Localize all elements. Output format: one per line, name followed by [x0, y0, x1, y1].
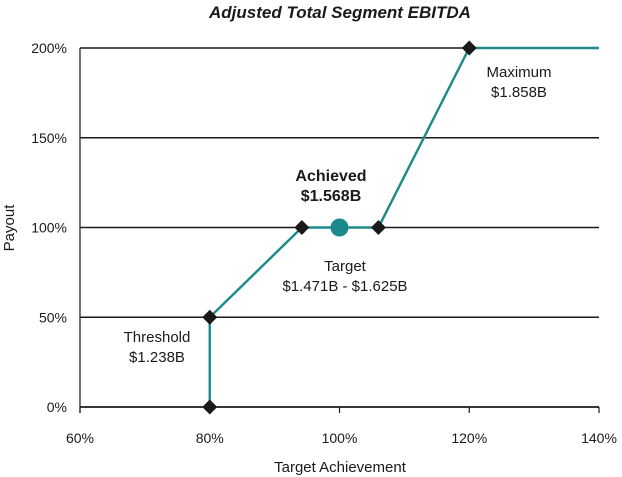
y-tick-label: 200% — [31, 40, 67, 56]
annotations: Achieved $1.568B Target $1.471B - $1.625… — [124, 64, 552, 366]
maximum-label: Maximum — [486, 64, 551, 81]
achieved-label: Achieved — [295, 168, 366, 185]
target-label: Target — [324, 258, 367, 275]
chart-title: Adjusted Total Segment EBITDA — [208, 3, 471, 22]
x-tick-labels: 60% 80% 100% 120% 140% — [66, 430, 617, 446]
y-tick-label: 150% — [31, 130, 67, 146]
y-tick-labels: 0% 50% 100% 150% 200% — [31, 40, 67, 415]
y-axis-label: Payout — [1, 204, 18, 252]
y-tick-label: 100% — [31, 220, 67, 236]
maximum-value: $1.858B — [491, 84, 547, 101]
diamond-marker — [294, 220, 310, 235]
threshold-value: $1.238B — [129, 349, 185, 366]
achieved-value: $1.568B — [301, 188, 362, 205]
diamond-marker — [461, 40, 477, 56]
threshold-label: Threshold — [124, 329, 191, 346]
x-tick-label: 60% — [66, 430, 94, 446]
y-tick-label: 50% — [39, 309, 67, 325]
diamond-marker — [202, 399, 218, 415]
achieved-circle-marker — [330, 218, 349, 237]
x-axis-label: Target Achievement — [274, 459, 407, 476]
x-tick-label: 140% — [581, 430, 617, 446]
x-tick-label: 80% — [196, 430, 224, 446]
diamond-marker — [370, 220, 386, 235]
target-value: $1.471B - $1.625B — [282, 278, 407, 295]
markers-layer — [202, 40, 477, 415]
y-tick-label: 0% — [47, 399, 67, 415]
diamond-marker — [202, 309, 218, 325]
x-tick-label: 100% — [322, 430, 358, 446]
axes — [79, 48, 600, 413]
x-tick-label: 120% — [451, 430, 487, 446]
